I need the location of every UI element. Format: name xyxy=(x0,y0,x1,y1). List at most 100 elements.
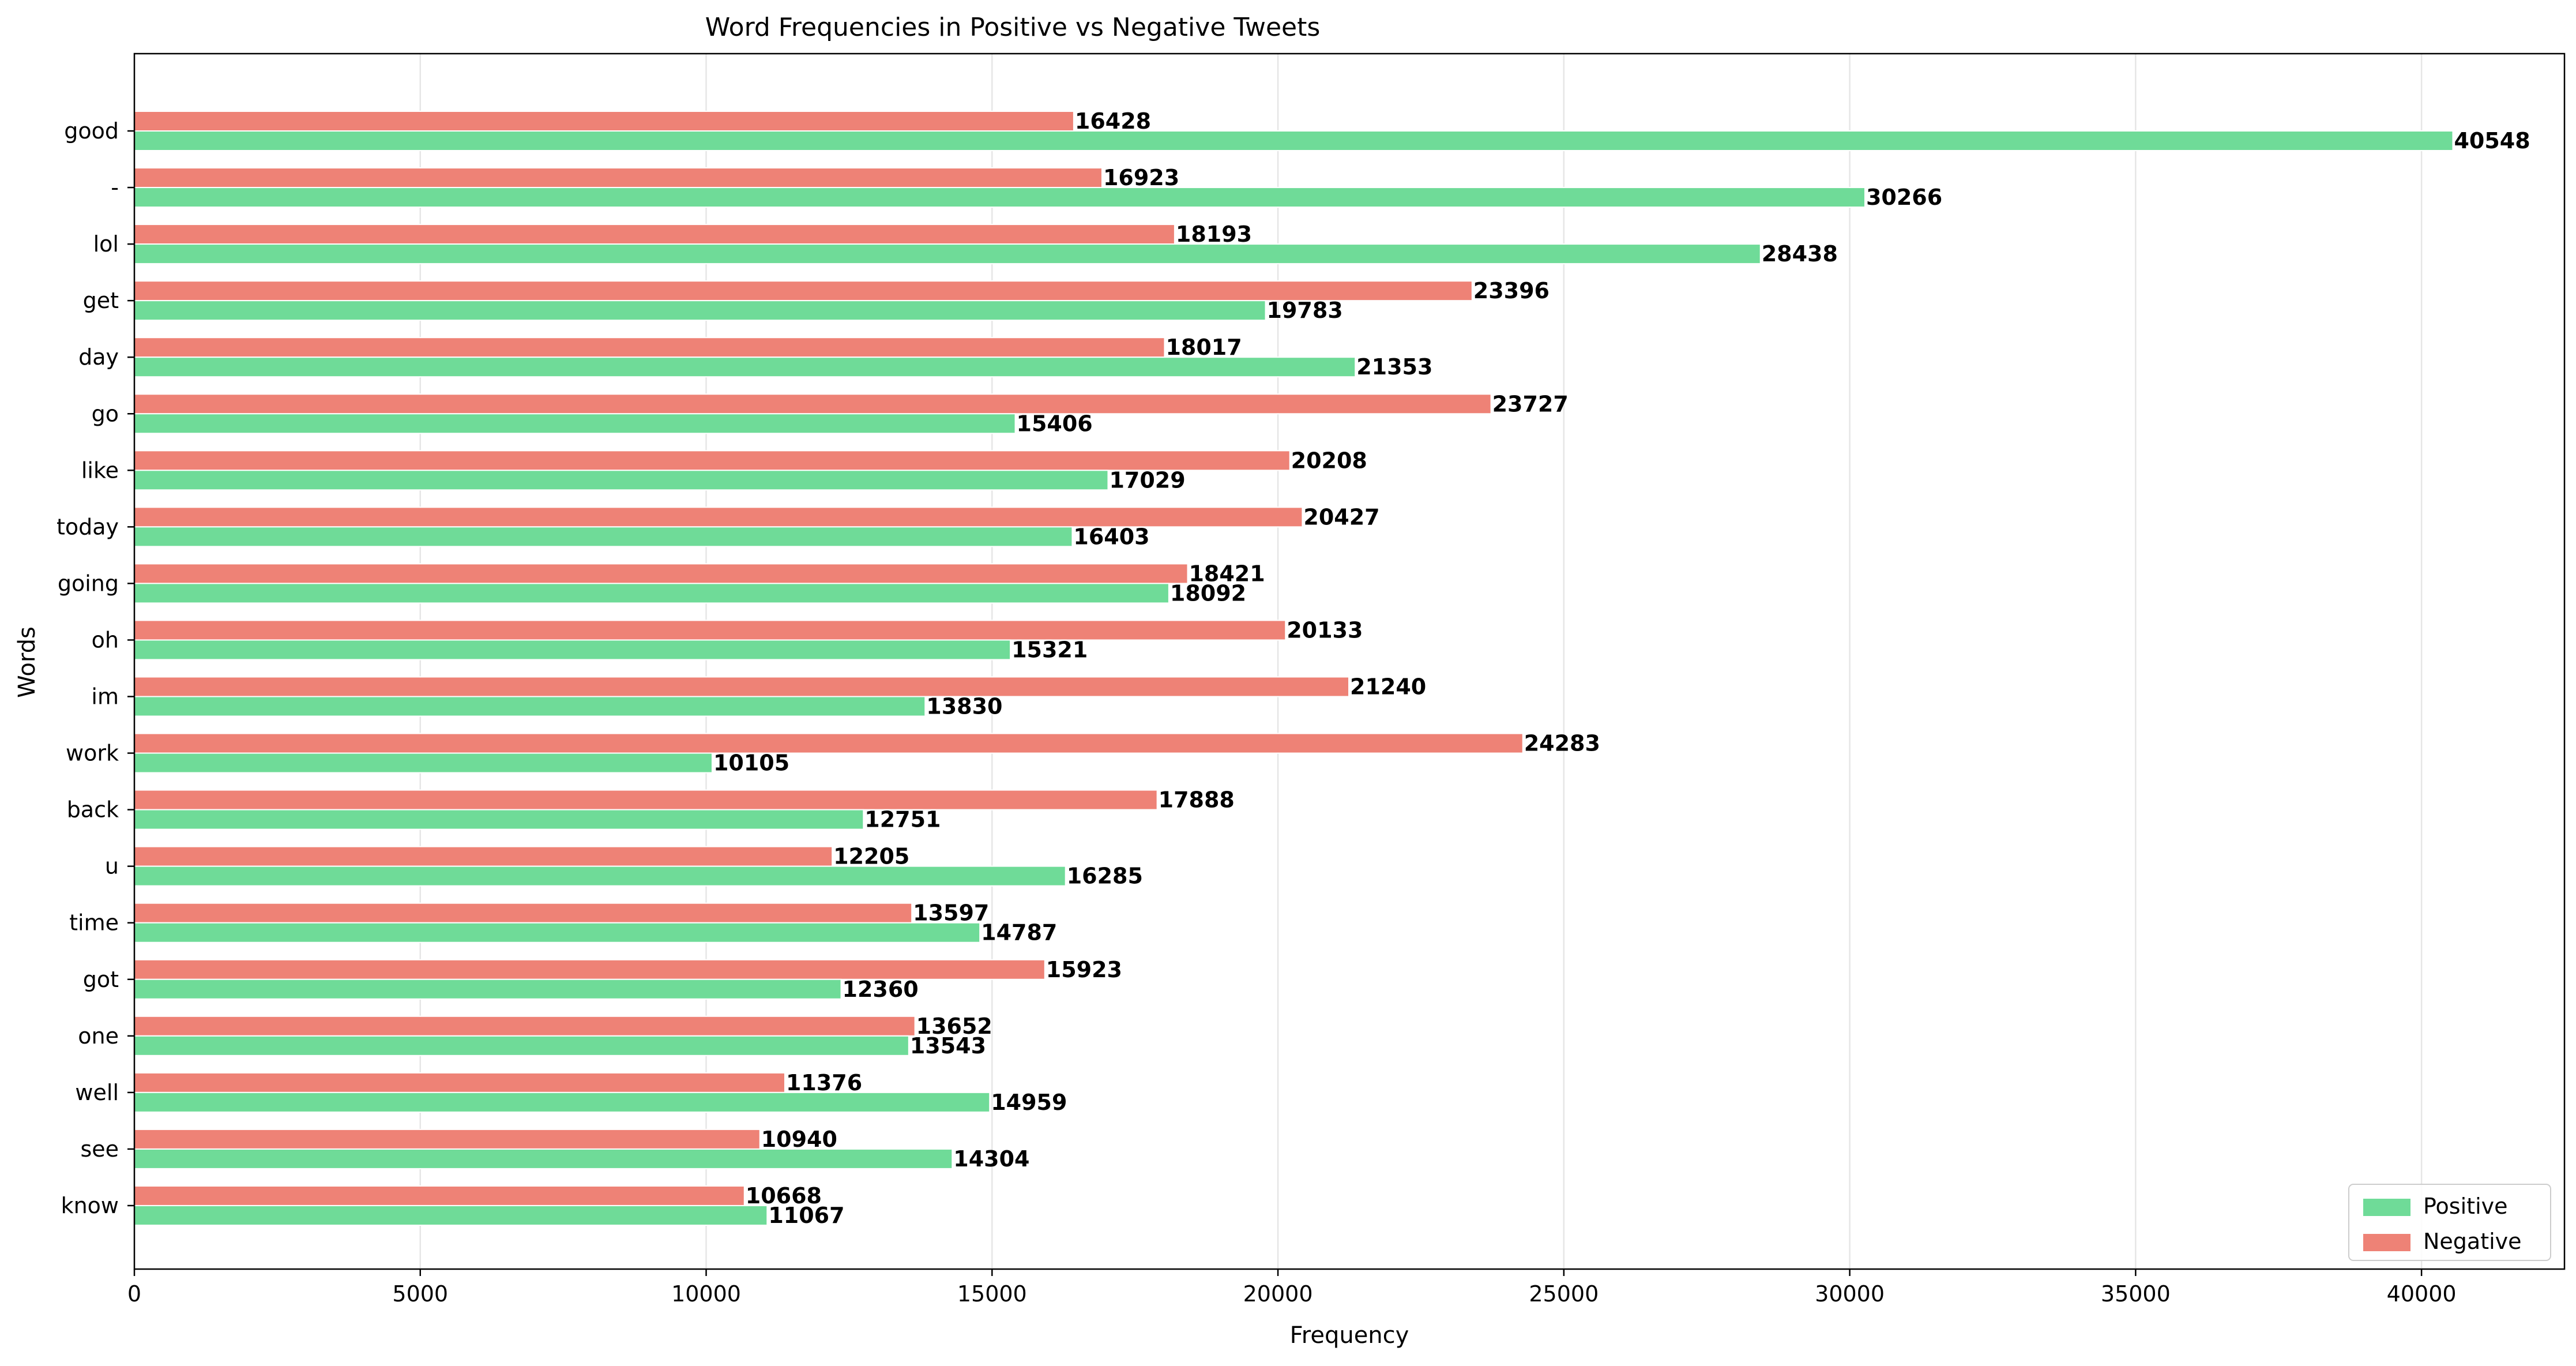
value-label: 11376 xyxy=(786,1070,862,1095)
value-label: 21240 xyxy=(1350,674,1426,700)
y-tick-label: got xyxy=(83,967,119,992)
bar-negative xyxy=(134,1128,761,1150)
bar-positive xyxy=(134,526,1073,547)
value-label: 12360 xyxy=(843,977,919,1002)
y-tick-label: like xyxy=(81,457,119,483)
bar-positive xyxy=(134,978,842,1000)
bar-positive xyxy=(134,356,1356,378)
y-tick-label: good xyxy=(64,118,119,144)
bar-positive xyxy=(134,1148,953,1169)
value-label: 18421 xyxy=(1189,561,1265,586)
x-tick-label: 20000 xyxy=(1243,1281,1313,1307)
x-tick-label: 30000 xyxy=(1815,1281,1885,1307)
bar-negative xyxy=(134,167,1103,189)
value-label: 20133 xyxy=(1287,617,1363,643)
y-tick-label: go xyxy=(92,401,119,426)
plot-frame xyxy=(133,52,2566,1270)
y-tick-label: lol xyxy=(93,231,119,257)
legend-label-positive: Positive xyxy=(2423,1194,2508,1219)
y-tick-label: time xyxy=(69,910,119,936)
value-label: 20208 xyxy=(1291,448,1367,473)
bar-negative xyxy=(134,733,1524,754)
x-axis-label: Frequency xyxy=(1290,1322,1409,1349)
value-label: 28438 xyxy=(1762,241,1838,267)
value-label: 12751 xyxy=(864,807,941,832)
value-label: 12205 xyxy=(833,844,909,869)
value-label: 14304 xyxy=(953,1146,1029,1172)
bar-positive xyxy=(134,130,2454,151)
value-label: 17029 xyxy=(1109,467,1185,493)
value-label: 13543 xyxy=(910,1033,986,1059)
legend-label-negative: Negative xyxy=(2423,1229,2522,1254)
value-label: 10668 xyxy=(746,1183,822,1209)
bar-negative xyxy=(134,563,1189,584)
value-label: 30266 xyxy=(1866,185,1942,210)
bar-negative xyxy=(134,902,913,924)
bar-negative xyxy=(134,393,1492,415)
x-tick-label: 10000 xyxy=(671,1281,741,1307)
x-tick-label: 35000 xyxy=(2101,1281,2171,1307)
y-tick-label: work xyxy=(66,741,119,766)
bar-positive xyxy=(134,752,713,774)
x-tick-label: 0 xyxy=(127,1281,141,1307)
bar-negative xyxy=(134,224,1175,245)
bar-negative xyxy=(134,620,1287,641)
value-label: 16428 xyxy=(1075,108,1151,134)
value-label: 21353 xyxy=(1356,354,1432,380)
bar-negative xyxy=(134,1185,745,1206)
bar-negative xyxy=(134,1072,785,1093)
bar-positive xyxy=(134,243,1761,265)
y-tick-label: - xyxy=(111,175,119,200)
value-label: 11067 xyxy=(768,1203,844,1228)
bar-positive xyxy=(134,413,1016,434)
value-label: 10940 xyxy=(761,1127,837,1152)
y-tick-label: one xyxy=(78,1023,119,1049)
value-label: 24283 xyxy=(1524,731,1600,756)
bar-negative xyxy=(134,1015,916,1037)
bar-positive xyxy=(134,300,1266,321)
value-label: 19783 xyxy=(1267,298,1343,323)
value-label: 23727 xyxy=(1492,391,1569,416)
x-tick-label: 25000 xyxy=(1529,1281,1599,1307)
bar-positive xyxy=(134,470,1109,491)
x-tick-label: 15000 xyxy=(957,1281,1027,1307)
value-label: 15923 xyxy=(1046,957,1122,982)
bar-negative xyxy=(134,789,1158,810)
value-label: 15321 xyxy=(1011,637,1088,662)
bar-positive xyxy=(134,809,864,830)
bar-negative xyxy=(134,676,1350,697)
value-label: 18193 xyxy=(1176,222,1252,247)
bar-positive xyxy=(134,1204,768,1226)
value-label: 17888 xyxy=(1159,787,1235,813)
bar-positive xyxy=(134,696,926,717)
value-label: 14959 xyxy=(991,1090,1067,1115)
value-label: 23396 xyxy=(1473,278,1550,303)
value-label: 14787 xyxy=(981,920,1057,945)
y-tick-label: back xyxy=(67,797,119,823)
value-label: 18017 xyxy=(1165,335,1242,360)
bar-positive xyxy=(134,639,1011,661)
y-tick-label: get xyxy=(83,288,119,313)
x-tick-label: 40000 xyxy=(2387,1281,2457,1307)
legend-swatch-negative xyxy=(2363,1234,2410,1251)
value-label: 20427 xyxy=(1303,504,1379,530)
y-tick-label: know xyxy=(61,1193,119,1218)
bar-negative xyxy=(134,337,1165,358)
value-label: 13652 xyxy=(916,1014,992,1039)
chart-title: Word Frequencies in Positive vs Negative… xyxy=(705,13,1321,42)
y-tick-label: today xyxy=(57,514,119,539)
value-label: 16403 xyxy=(1073,524,1149,549)
bar-positive xyxy=(134,865,1066,887)
y-tick-label: im xyxy=(91,684,119,710)
x-tick-label: 5000 xyxy=(392,1281,448,1307)
value-label: 15406 xyxy=(1017,411,1093,436)
y-tick-label: oh xyxy=(92,627,119,652)
bar-positive xyxy=(134,1091,991,1113)
axes: 0 5000 10000 15000 20000 25000 30000 35000 40000… xyxy=(57,118,2457,1307)
bar-negative xyxy=(134,111,1074,132)
value-label: 16285 xyxy=(1067,864,1143,889)
bar-positive xyxy=(134,922,981,943)
legend-swatch-positive xyxy=(2363,1199,2410,1216)
value-label: 13597 xyxy=(913,900,989,926)
